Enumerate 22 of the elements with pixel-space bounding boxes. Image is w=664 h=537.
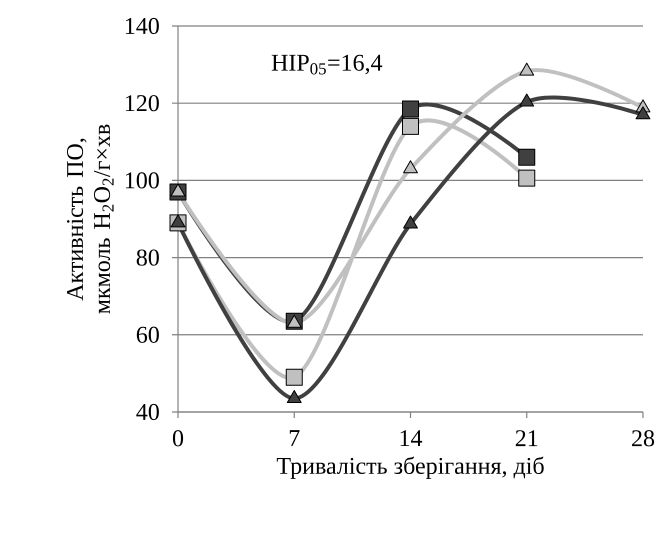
x-tick-label: 28 (632, 430, 654, 446)
point (403, 160, 418, 174)
x-axis-title: Тривалість зберігання, діб (276, 456, 544, 479)
y-tick-label: 80 (136, 249, 159, 266)
point (170, 214, 186, 228)
annotation: HIP$_{05}$=16,4 (272, 54, 382, 74)
y-tick-label: 40 (136, 404, 159, 420)
y-tick-label: 60 (136, 326, 159, 343)
point (636, 106, 650, 120)
x-tick-label: 7 (290, 430, 300, 446)
point (170, 183, 186, 196)
y-tick-label: 100 (126, 172, 159, 188)
x-tick-label: 21 (516, 430, 538, 446)
x-tick-label: 0 (172, 430, 184, 446)
point (286, 390, 302, 403)
point (403, 216, 418, 229)
y-tick-label: 140 (126, 18, 159, 34)
point (519, 62, 534, 76)
x-tick-label: 14 (400, 430, 422, 446)
point (286, 368, 303, 386)
y-tick-label: 120 (126, 95, 159, 112)
point (519, 94, 534, 107)
